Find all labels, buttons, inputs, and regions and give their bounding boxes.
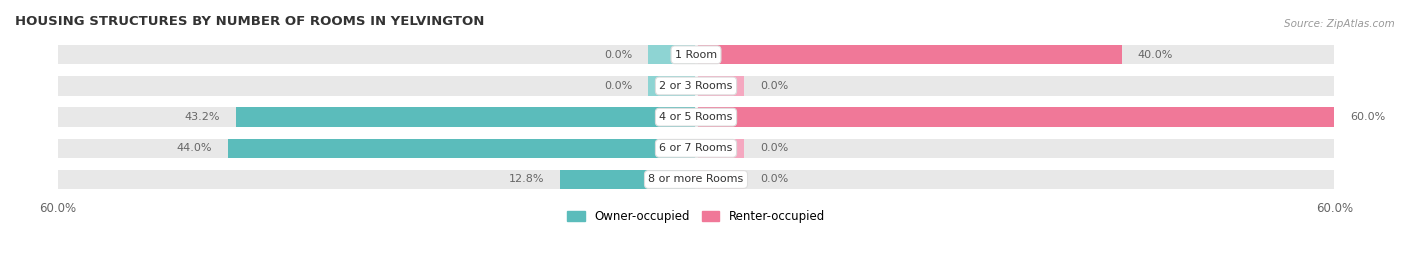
Text: 60.0%: 60.0% [1350, 112, 1386, 122]
Legend: Owner-occupied, Renter-occupied: Owner-occupied, Renter-occupied [562, 206, 830, 228]
Text: 12.8%: 12.8% [509, 175, 544, 185]
Bar [648, 76, 696, 96]
Bar [696, 108, 1334, 127]
Text: 43.2%: 43.2% [184, 112, 221, 122]
Text: 1 Room: 1 Room [675, 50, 717, 60]
Text: 8 or more Rooms: 8 or more Rooms [648, 175, 744, 185]
Text: HOUSING STRUCTURES BY NUMBER OF ROOMS IN YELVINGTON: HOUSING STRUCTURES BY NUMBER OF ROOMS IN… [15, 15, 485, 28]
Text: 4 or 5 Rooms: 4 or 5 Rooms [659, 112, 733, 122]
Bar [228, 139, 696, 158]
Text: 0.0%: 0.0% [605, 50, 633, 60]
Bar [696, 139, 1334, 158]
Text: 0.0%: 0.0% [759, 143, 789, 153]
Bar [236, 108, 696, 127]
Bar [696, 76, 1334, 96]
Bar [696, 139, 744, 158]
Bar [696, 45, 1334, 65]
Bar [58, 76, 696, 96]
Bar [696, 108, 1334, 127]
Bar [58, 45, 696, 65]
Bar [696, 76, 744, 96]
Bar [560, 170, 696, 189]
Bar [58, 108, 696, 127]
Text: 44.0%: 44.0% [176, 143, 212, 153]
Bar [58, 170, 696, 189]
Text: 0.0%: 0.0% [605, 81, 633, 91]
Bar [696, 170, 1334, 189]
Text: 40.0%: 40.0% [1137, 50, 1173, 60]
Text: 6 or 7 Rooms: 6 or 7 Rooms [659, 143, 733, 153]
Bar [696, 45, 1122, 65]
Bar [58, 139, 696, 158]
Bar [696, 170, 744, 189]
Text: 2 or 3 Rooms: 2 or 3 Rooms [659, 81, 733, 91]
Text: 0.0%: 0.0% [759, 175, 789, 185]
Bar [648, 45, 696, 65]
Text: 0.0%: 0.0% [759, 81, 789, 91]
Text: Source: ZipAtlas.com: Source: ZipAtlas.com [1284, 19, 1395, 29]
